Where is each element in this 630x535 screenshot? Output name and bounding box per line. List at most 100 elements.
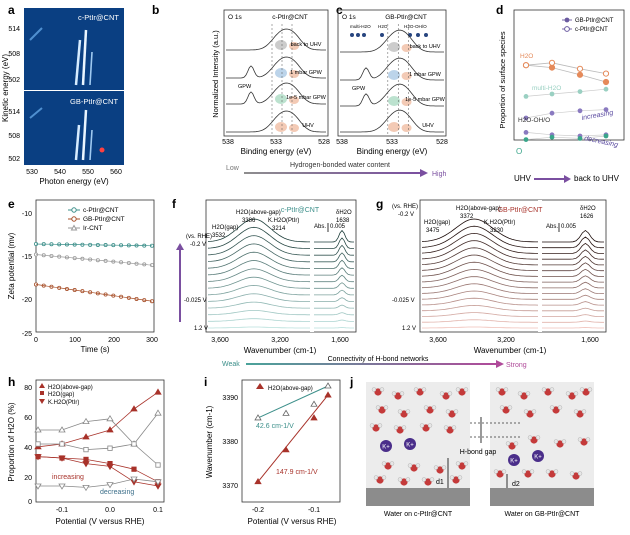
heatmap-bottom-label: GB-PtIr@CNT bbox=[70, 97, 118, 106]
water-oxygen bbox=[552, 406, 560, 414]
b-condition: UHV bbox=[302, 123, 314, 129]
ftir-spectrum bbox=[421, 312, 538, 317]
water-hydrogen bbox=[421, 387, 427, 392]
water-hydrogen bbox=[427, 423, 433, 428]
b-frame bbox=[223, 9, 329, 137]
d-series-point bbox=[576, 71, 584, 78]
d-series-point bbox=[602, 78, 610, 86]
water-oxygen bbox=[400, 478, 408, 486]
water-hydrogen bbox=[517, 391, 523, 396]
h-ytick: 40 bbox=[24, 445, 32, 452]
d-legend-c: c-PtIr@CNT bbox=[575, 27, 608, 33]
water-oxygen bbox=[496, 470, 504, 478]
ftir-spectrum bbox=[207, 276, 310, 289]
d-species-point bbox=[523, 94, 529, 99]
xps-component bbox=[388, 122, 401, 132]
f-peak-k: K.H2O(PtIr) bbox=[268, 218, 299, 224]
water-oxygen bbox=[400, 410, 408, 418]
c-frame bbox=[337, 9, 447, 137]
f-top-pot: -0.2 V bbox=[190, 242, 206, 248]
h-xtick: 0.1 bbox=[153, 507, 163, 514]
water-hydrogen bbox=[449, 475, 455, 480]
g-top-pot: -0.2 V bbox=[398, 212, 414, 218]
i-series-point bbox=[254, 477, 262, 485]
g-peak-delta-val: 1626 bbox=[580, 214, 594, 220]
g-peak-delta: δH2O bbox=[580, 206, 596, 212]
gradient-title: Hydrogen-bonded water content bbox=[290, 162, 390, 169]
d-species-point bbox=[549, 134, 555, 140]
c-title: GB-PtIr@CNT bbox=[385, 14, 427, 21]
h-series-point bbox=[130, 476, 138, 483]
i-ytick: 3390 bbox=[222, 395, 238, 402]
ftir-spectrum-bend bbox=[314, 304, 355, 309]
ftir-spectrum-bend bbox=[542, 249, 604, 260]
ftir-spectrum-bend bbox=[314, 267, 354, 276]
ftir-spectrum bbox=[422, 319, 538, 323]
ftir-spectrum bbox=[207, 268, 311, 283]
water-hydrogen bbox=[545, 469, 551, 474]
water-hydrogen bbox=[381, 475, 387, 480]
e-ylabel: Zeta potential (mv) bbox=[7, 232, 16, 299]
panel-letter-b: b bbox=[152, 3, 159, 17]
water-hydrogen bbox=[499, 405, 505, 410]
xps-spectrum bbox=[340, 57, 444, 81]
xps-component bbox=[275, 68, 287, 78]
connectivity-gradient: Weak Connectivity of H-bond networks Str… bbox=[222, 356, 527, 369]
c-xtick: 533 bbox=[386, 139, 398, 146]
i-legend: H2O(above-gap) bbox=[268, 386, 313, 392]
heatmap-hotspot bbox=[99, 147, 105, 153]
water-hydrogen bbox=[439, 391, 445, 396]
i-series-point bbox=[324, 382, 332, 389]
h-legend-marker bbox=[40, 391, 44, 395]
water-hydrogen bbox=[549, 387, 555, 392]
e-ytick: -20 bbox=[22, 297, 32, 304]
f-spectra bbox=[207, 218, 355, 329]
d-species-point bbox=[603, 86, 609, 92]
g-vs: (vs. RHE) bbox=[392, 204, 418, 210]
water-hydrogen bbox=[463, 461, 469, 466]
water-hydrogen bbox=[565, 391, 571, 396]
water-hydrogen bbox=[503, 387, 509, 392]
c-xtick: 538 bbox=[336, 139, 348, 146]
water-oxygen bbox=[526, 410, 534, 418]
j-molecules bbox=[369, 387, 593, 486]
d-frame bbox=[513, 9, 625, 141]
h-xtick: 0.0 bbox=[105, 507, 115, 514]
ftir-spectrum-bend bbox=[314, 327, 354, 329]
water-hydrogen bbox=[379, 387, 385, 392]
ftir-spectrum bbox=[422, 297, 539, 306]
b-condition: 1 mbar GPW bbox=[290, 70, 323, 76]
c-xtick: 528 bbox=[436, 139, 448, 146]
d-label-multi: multi-H2O bbox=[532, 85, 561, 92]
a-xtick: 540 bbox=[54, 169, 66, 176]
ftir-spectrum bbox=[421, 290, 538, 300]
ftir-spectrum-bend bbox=[314, 312, 354, 316]
water-hydrogen bbox=[381, 461, 387, 466]
i-xtick: -0.1 bbox=[308, 507, 320, 514]
water-hydrogen bbox=[375, 405, 381, 410]
panel-g: g GB-PtIr@CNT (vs. RHE) -0.2 V -0.025 V … bbox=[376, 197, 607, 355]
d-species-line bbox=[525, 88, 607, 97]
water-hydrogen bbox=[553, 469, 559, 474]
panel-letter-e: e bbox=[8, 197, 15, 211]
f-peak-above-val: 3386 bbox=[242, 218, 256, 224]
c-species-icons bbox=[350, 33, 428, 37]
e-plot bbox=[34, 241, 154, 304]
water-oxygen bbox=[568, 392, 576, 400]
water-hydrogen bbox=[407, 463, 413, 468]
ftir-spectrum bbox=[421, 247, 538, 266]
h-series-point bbox=[83, 456, 89, 463]
ftir-spectrum-bend bbox=[542, 236, 604, 249]
f-frame bbox=[205, 199, 357, 333]
ftir-spectrum bbox=[207, 226, 311, 249]
b-spectra bbox=[226, 24, 326, 136]
i-series-point bbox=[310, 414, 318, 421]
water-hydrogen bbox=[431, 405, 437, 410]
c-corner: O 1s bbox=[342, 14, 356, 21]
g-peak-above-val: 3372 bbox=[460, 214, 474, 220]
d-legend-gb: GB-PtIr@CNT bbox=[575, 18, 614, 24]
e-ytick: -15 bbox=[22, 254, 32, 261]
h-series-point bbox=[82, 433, 90, 440]
e-xlabel: Time (s) bbox=[80, 345, 109, 354]
ftir-spectrum-bend bbox=[314, 244, 354, 256]
